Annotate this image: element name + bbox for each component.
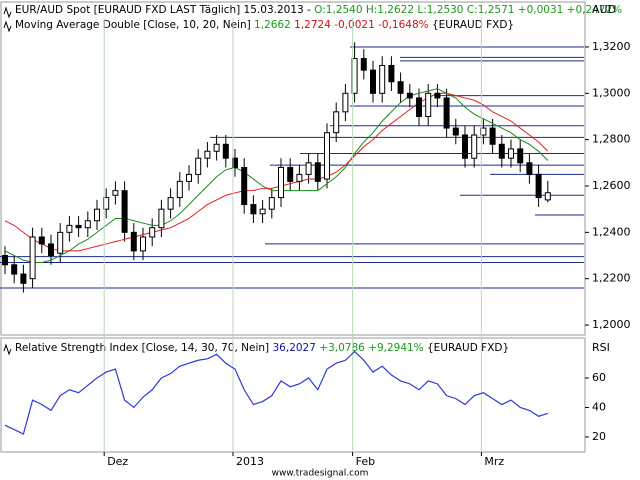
x-tick-label: Mrz — [484, 455, 504, 468]
candle-body — [57, 231, 64, 254]
y-tick-label: 40 — [592, 400, 606, 413]
slow: 1,2724 — [294, 19, 331, 31]
rsi-axis-title: RSI — [592, 341, 610, 354]
quote: O:1,2540 H:1,2622 L:1,2530 C:1,2571 +0,0… — [314, 4, 622, 16]
moving-average — [4, 92, 549, 252]
candle-body — [342, 92, 349, 113]
title: EUR/AUD Spot [EURAUD FXD LAST Täglich] 1… — [15, 4, 311, 16]
icon — [3, 6, 12, 19]
rsi-source: {EURAUD FXD} — [427, 342, 509, 354]
candle-body — [370, 69, 376, 94]
candle-body — [443, 97, 450, 129]
candle-body — [259, 208, 266, 215]
candle-body — [526, 162, 533, 175]
x-tick-label: Feb — [356, 455, 375, 468]
candle-body — [213, 143, 220, 152]
candle-body — [130, 231, 137, 252]
candle-body — [397, 81, 404, 94]
header: EUR/AUD Spot [EURAUD FXD LAST Täglich] 1… — [15, 4, 622, 16]
y-tick-label: 60 — [592, 371, 606, 384]
icon — [3, 20, 12, 33]
y-tick-label: 1,2400 — [592, 225, 631, 238]
candle-body — [544, 192, 551, 201]
candle-body — [195, 157, 202, 175]
candle-body — [508, 148, 514, 159]
y-tick-label: 20 — [592, 430, 606, 443]
rsi-title: Relative Strength Index [Close, 14, 30, … — [15, 342, 269, 354]
rsi-value: 36,2027 — [273, 342, 316, 354]
candle-body — [167, 197, 174, 210]
y-tick-label: 1,2000 — [592, 318, 631, 331]
rsi-change: +3,0786 +9,2941% — [319, 342, 423, 354]
x-tick-label: 2013 — [236, 455, 264, 468]
footer: www.tradesignal.com — [272, 469, 369, 479]
candle-body — [462, 134, 468, 159]
candle-body — [416, 97, 422, 117]
candle-body — [112, 190, 119, 196]
candle-body — [498, 143, 505, 159]
candle-body — [29, 236, 36, 280]
candle-body — [250, 204, 257, 215]
candle-body — [84, 220, 91, 229]
candle-body — [379, 65, 386, 94]
candle-body — [388, 65, 395, 83]
candle-body — [333, 111, 340, 134]
candle-body — [287, 166, 294, 182]
candle-body — [94, 208, 100, 222]
candle-body — [149, 227, 156, 238]
x-tick-label: Dez — [107, 455, 128, 468]
source: {EURAUD FXD} — [432, 19, 514, 31]
candle-body — [471, 134, 478, 159]
candle-body — [324, 132, 330, 180]
candle-body — [11, 264, 18, 275]
candle-body — [406, 92, 413, 99]
y-axis-title: AUD — [592, 3, 616, 16]
candle-body — [425, 92, 432, 117]
candle-body — [434, 92, 441, 99]
y-tick-label: 1,2200 — [592, 272, 631, 285]
candle-body — [176, 180, 183, 199]
indicator-header: Moving Average Double [Close, 10, 20, Ne… — [15, 19, 514, 31]
y-tick-label: 1,3200 — [592, 40, 631, 53]
candle-body — [268, 197, 275, 210]
change: -0,0021 -0,1648% — [334, 19, 428, 31]
candle-body — [314, 162, 321, 182]
moving-average — [4, 88, 549, 263]
icon — [3, 343, 12, 356]
candle-body — [241, 166, 248, 206]
candle-body — [305, 162, 312, 175]
candle-body — [75, 224, 82, 229]
candle-body — [535, 173, 542, 199]
y-tick-label: 1,3000 — [592, 86, 631, 99]
rsi-header: Relative Strength Index [Close, 14, 30, … — [15, 342, 509, 354]
candle-body — [489, 127, 496, 145]
candle-body — [2, 255, 8, 266]
candle-body — [517, 148, 524, 164]
candle-body — [48, 243, 54, 257]
candle-body — [140, 236, 146, 252]
candle-body — [296, 173, 303, 182]
rsi-panel — [0, 337, 586, 453]
candle-body — [20, 273, 27, 284]
candle-body — [452, 127, 459, 136]
candle-body — [222, 143, 229, 159]
y-tick-label: 1,2600 — [592, 179, 631, 192]
fast: 1,2662 — [254, 19, 291, 31]
candle-body — [360, 58, 367, 71]
candle-body — [204, 150, 211, 159]
candle-body — [278, 166, 284, 199]
candle-body — [158, 208, 165, 229]
rsi-line — [4, 350, 548, 435]
candle-body — [121, 190, 128, 233]
candle-body — [66, 224, 73, 233]
y-tick-label: 1,2800 — [592, 133, 631, 146]
indicator: Moving Average Double [Close, 10, 20, Ne… — [15, 19, 251, 31]
candle-body — [38, 236, 45, 245]
candle-body — [186, 173, 192, 182]
